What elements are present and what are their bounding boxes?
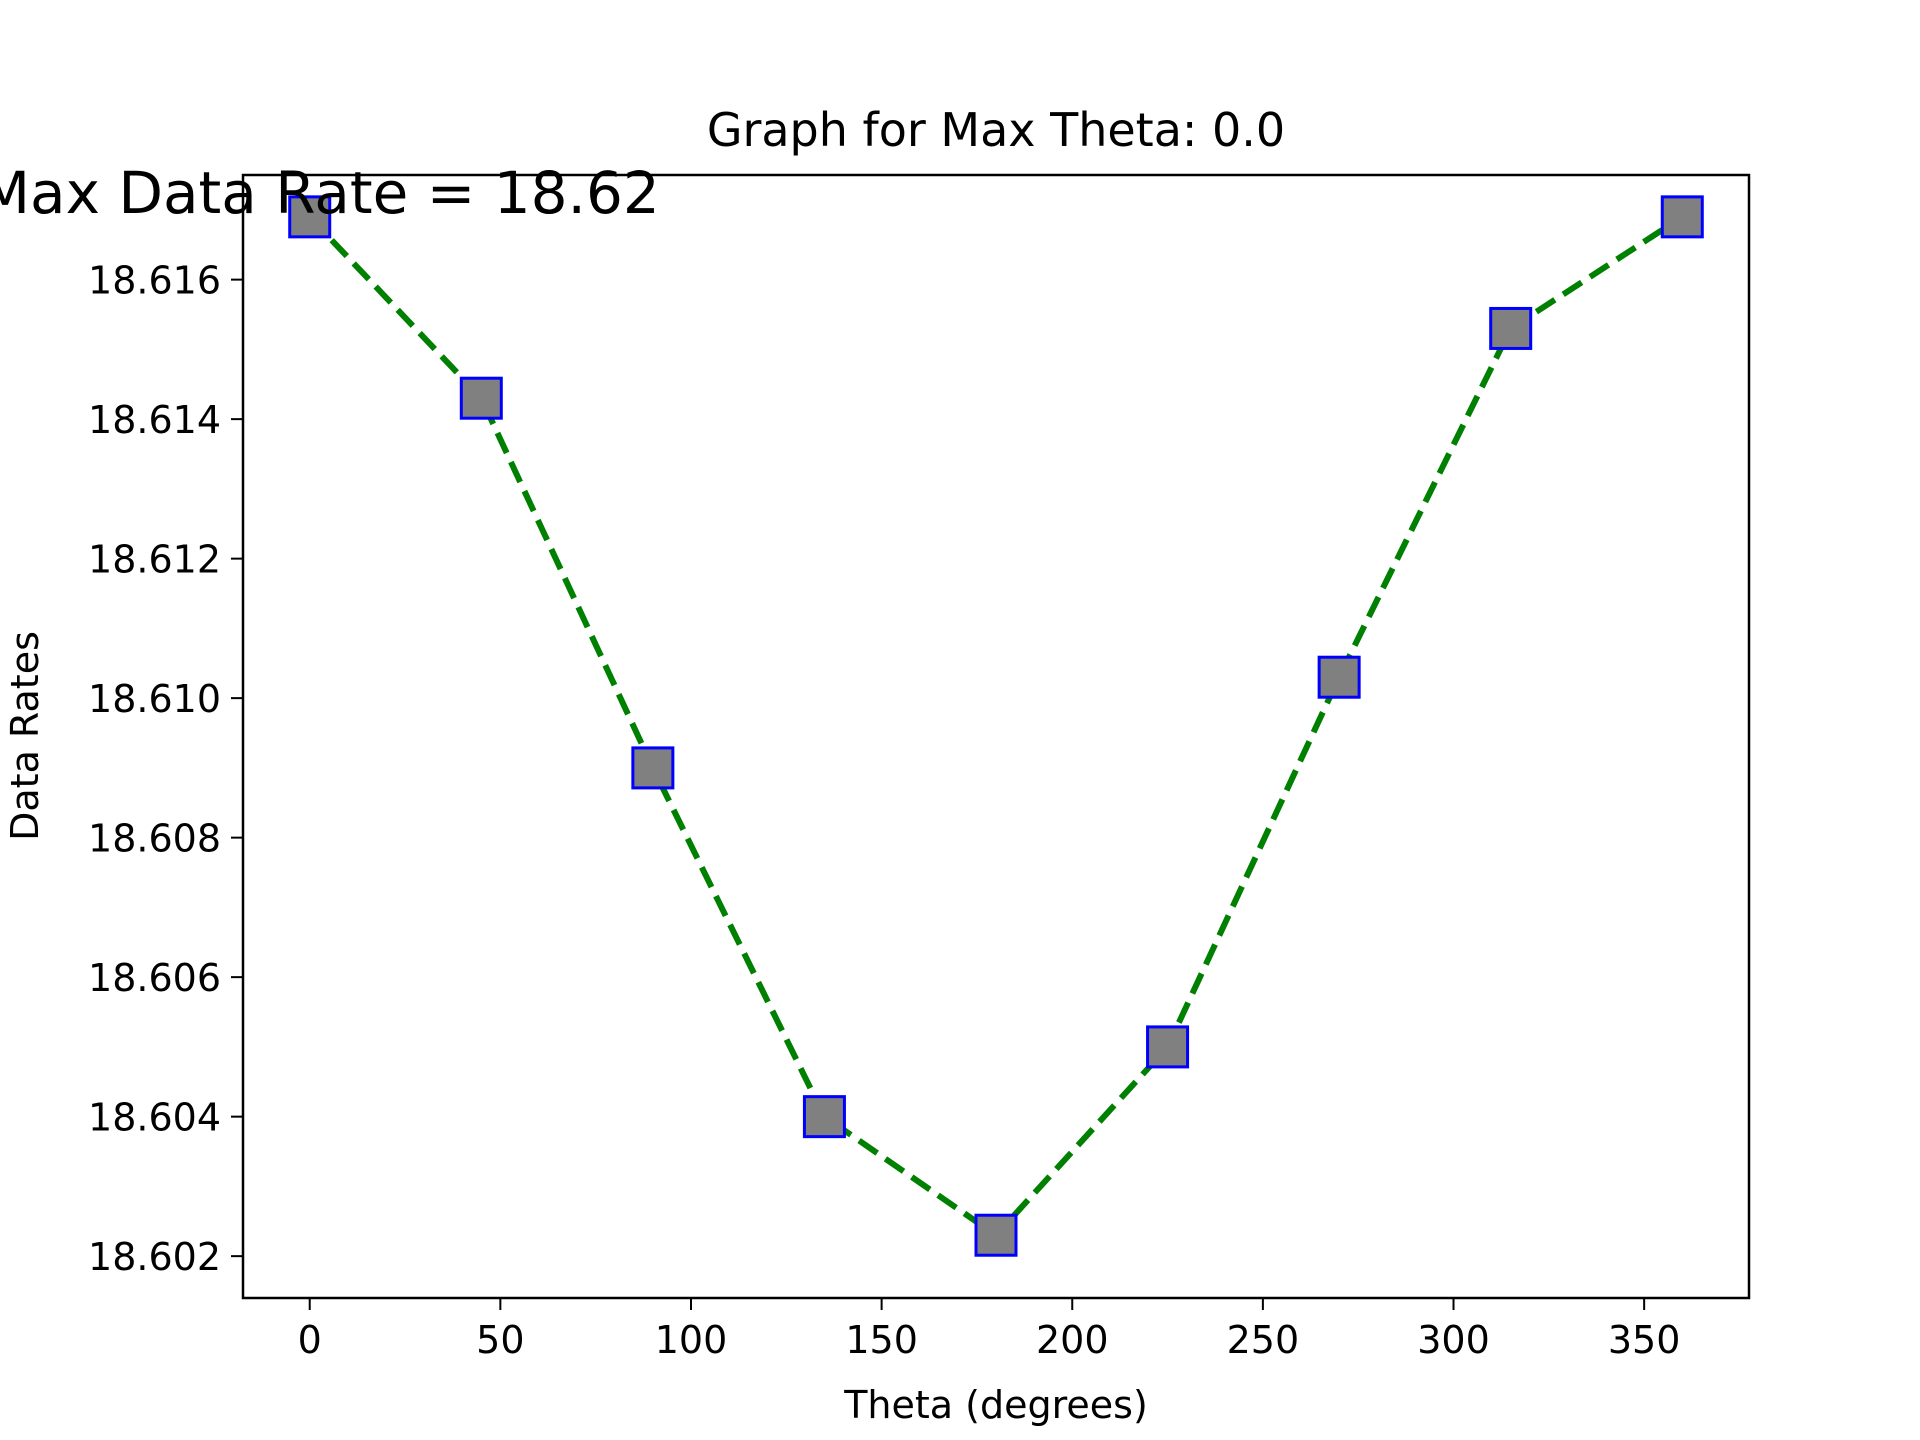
data-point (459, 376, 503, 420)
data-point (802, 1095, 846, 1139)
y-tick-label: 18.612 (88, 538, 221, 582)
y-tick-label: 18.604 (88, 1096, 221, 1140)
data-point (631, 746, 675, 790)
y-tick-label: 18.614 (88, 398, 221, 442)
data-point (974, 1213, 1018, 1257)
x-tick-label: 50 (476, 1318, 524, 1362)
y-axis: 18.602 18.604 18.606 18.608 18.610 18.612 18.6… (88, 259, 243, 1279)
y-axis-label: Data Rates (3, 631, 47, 841)
y-tick-label: 18.616 (88, 259, 221, 303)
y-tick-label: 18.606 (88, 956, 221, 1000)
y-tick-label: 18.602 (88, 1235, 221, 1279)
data-point (1317, 655, 1361, 699)
x-tick-label: 0 (298, 1318, 322, 1362)
max-data-rate-annotation: Max Data Rate = 18.62 (0, 159, 660, 227)
x-tick-label: 100 (655, 1318, 728, 1362)
chart-title: Graph for Max Theta: 0.0 (707, 103, 1285, 157)
x-tick-label: 300 (1417, 1318, 1490, 1362)
data-point (1660, 195, 1704, 239)
x-tick-label: 150 (845, 1318, 918, 1362)
x-tick-label: 200 (1036, 1318, 1109, 1362)
y-tick-label: 18.608 (88, 817, 221, 861)
data-markers (288, 195, 1704, 1257)
data-point (1146, 1025, 1190, 1069)
data-point (288, 195, 332, 239)
x-tick-label: 350 (1608, 1318, 1681, 1362)
x-tick-label: 250 (1227, 1318, 1300, 1362)
x-axis-label: Theta (degrees) (843, 1383, 1148, 1427)
plot-area (241, 173, 1751, 1300)
data-point (1489, 306, 1533, 350)
x-axis: 0 50 100 150 200 250 300 350 (298, 1298, 1681, 1362)
y-tick-label: 18.610 (88, 677, 221, 721)
